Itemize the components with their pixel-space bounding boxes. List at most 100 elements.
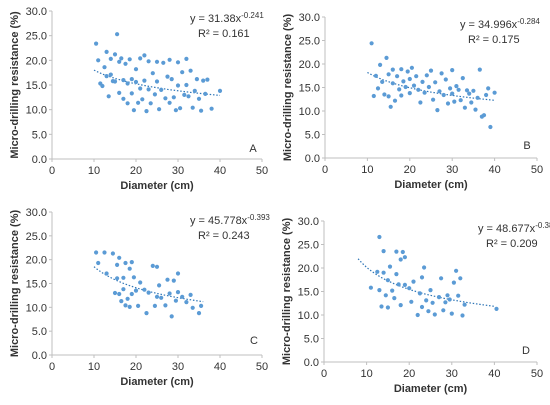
- data-point: [138, 56, 143, 61]
- data-point: [379, 304, 384, 309]
- data-point: [450, 68, 455, 73]
- data-point: [184, 82, 189, 88]
- data-point: [381, 249, 386, 254]
- data-point: [471, 88, 476, 93]
- data-point: [190, 305, 195, 310]
- x-tick-label: 30: [172, 165, 184, 177]
- data-point: [119, 299, 124, 304]
- data-point: [173, 108, 178, 113]
- chart-panel-b: 0.0 5.0 10.0 15.0 20.0 25.0 30.0 0 10 20 30 40 50 Dia…: [282, 12, 543, 191]
- data-point: [138, 280, 143, 285]
- data-point: [146, 87, 151, 92]
- data-point: [102, 250, 107, 255]
- data-point: [452, 99, 457, 104]
- data-point: [417, 291, 422, 296]
- x-tick-label: 50: [531, 368, 543, 380]
- data-point: [407, 286, 412, 291]
- power-trendline: [93, 266, 204, 303]
- data-point: [123, 61, 128, 66]
- y-tick-label: 15.0: [298, 287, 319, 299]
- data-point: [125, 101, 130, 106]
- data-point: [163, 303, 168, 308]
- y-tick-label: 20.0: [298, 263, 319, 275]
- data-point: [142, 78, 147, 83]
- data-point: [402, 255, 407, 260]
- data-point: [140, 97, 145, 102]
- data-point: [369, 41, 374, 46]
- data-point: [154, 294, 160, 299]
- data-point: [477, 67, 482, 72]
- data-point: [445, 293, 450, 298]
- data-point: [96, 260, 101, 266]
- data-point: [402, 282, 407, 287]
- data-point: [445, 101, 451, 106]
- data-point: [108, 72, 113, 77]
- y-tick-label: 0.0: [32, 154, 47, 166]
- trend-equation: y = 48.677x-0.383: [478, 221, 550, 235]
- y-tick-label: 30.0: [26, 6, 47, 18]
- data-point: [104, 74, 109, 79]
- data-point: [152, 92, 157, 97]
- data-point: [419, 275, 425, 280]
- y-tick-label: 10.0: [26, 105, 47, 117]
- data-point: [395, 74, 400, 79]
- data-point: [486, 86, 491, 91]
- x-tick-label: 20: [130, 361, 142, 373]
- power-trendline: [367, 71, 495, 101]
- data-point: [390, 81, 395, 86]
- y-tick-label: 20.0: [26, 55, 47, 67]
- trend-equation: y = 34.996x-0.284: [460, 17, 540, 31]
- data-point: [450, 91, 455, 96]
- y-tick-label: 5.0: [32, 129, 47, 141]
- data-point: [401, 79, 406, 84]
- data-point: [138, 86, 143, 91]
- data-point: [173, 298, 178, 303]
- data-point: [136, 100, 141, 105]
- data-point: [192, 88, 197, 93]
- y-tick-label: 0.0: [304, 357, 319, 369]
- data-point: [390, 288, 395, 293]
- data-point: [386, 72, 391, 77]
- data-point: [115, 276, 120, 281]
- panel-label: D: [522, 345, 530, 357]
- data-point: [112, 290, 118, 296]
- data-point: [386, 94, 391, 99]
- data-point: [467, 91, 472, 96]
- data-point: [428, 68, 434, 73]
- data-point: [136, 303, 141, 308]
- data-point: [94, 250, 99, 255]
- data-point: [398, 257, 403, 262]
- data-point: [157, 283, 162, 288]
- data-point: [382, 92, 387, 97]
- data-point: [115, 262, 120, 267]
- x-tick-label: 50: [531, 164, 543, 176]
- data-point: [430, 300, 435, 305]
- data-point: [154, 79, 160, 84]
- data-point: [159, 295, 164, 300]
- data-point: [441, 92, 446, 98]
- data-point: [165, 74, 170, 79]
- data-point: [405, 69, 410, 74]
- chart-panel-c: 0.0 5.0 10.0 15.0 20.0 25.0 30.0 0 10 20 30 40 50 Dia…: [9, 207, 270, 388]
- data-point: [462, 105, 467, 110]
- y-tick-label: 0.0: [32, 350, 47, 362]
- x-tick-label: 0: [49, 165, 55, 177]
- chart-panel-d: 0.0 5.0 10.0 15.0 20.0 25.0 30.0 0 10 20 30 40 50 Dia…: [281, 216, 550, 395]
- data-point: [426, 84, 431, 90]
- data-point: [415, 312, 420, 318]
- data-point: [127, 57, 132, 62]
- data-point: [146, 59, 151, 64]
- x-axis-title: Diameter (cm): [394, 179, 468, 191]
- data-point: [175, 271, 181, 276]
- data-point: [422, 265, 427, 270]
- data-point: [414, 74, 419, 79]
- data-point: [385, 278, 390, 283]
- y-tick-label: 25.0: [299, 36, 320, 48]
- x-tick-label: 10: [360, 368, 372, 380]
- r-squared-label: R² = 0.161: [198, 28, 250, 40]
- x-axis-title: Diameter (cm): [120, 180, 194, 192]
- data-point: [133, 67, 139, 72]
- data-point: [492, 90, 497, 95]
- data-point: [458, 98, 463, 103]
- data-point: [422, 90, 427, 95]
